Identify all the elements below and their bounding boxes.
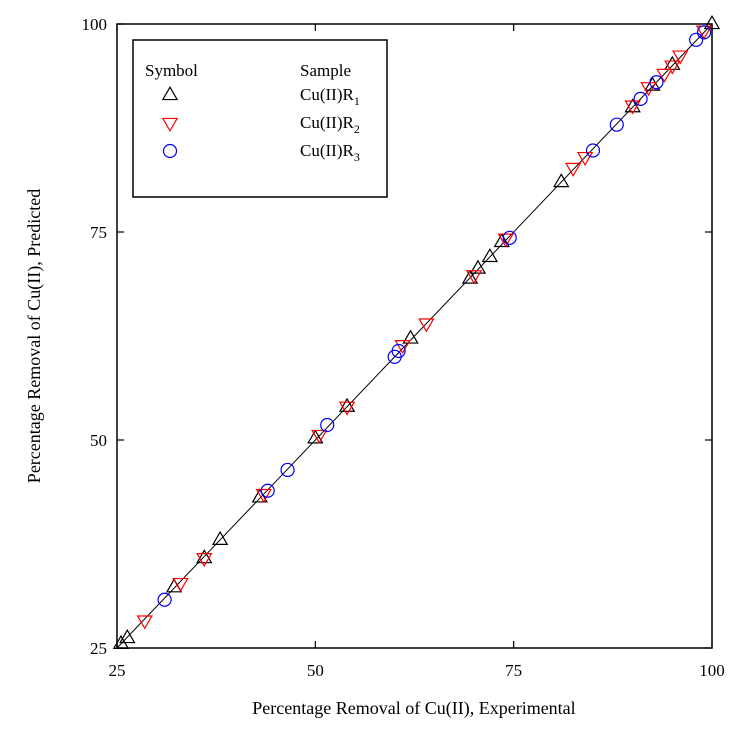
data-point-r3 — [280, 462, 295, 478]
x-axis-label: Percentage Removal of Cu(II), Experiment… — [252, 698, 575, 719]
data-point-r2 — [311, 429, 328, 445]
data-point-r2 — [196, 552, 213, 568]
y-tick-label: 25 — [90, 639, 107, 658]
data-point-r2 — [394, 340, 411, 355]
data-point-r1 — [664, 55, 681, 70]
data-point-r2 — [497, 233, 514, 248]
legend-label: Cu(II)R2 — [300, 113, 360, 136]
legend-label-subscript: 1 — [354, 94, 360, 108]
data-point-r1 — [469, 259, 487, 274]
legend-label-text: Cu(II)R — [300, 141, 354, 160]
x-tick-label: 100 — [699, 661, 725, 680]
y-axis-label: Percentage Removal of Cu(II), Predicted — [24, 189, 45, 483]
data-point-r3 — [696, 25, 712, 40]
data-point-r1 — [703, 15, 721, 30]
data-point-r1 — [624, 98, 641, 113]
plot-frame — [116, 23, 713, 649]
legend-header-sample: Sample — [300, 61, 351, 80]
data-point-r3 — [502, 230, 517, 245]
data-point-r3 — [649, 75, 664, 90]
data-point-r2 — [564, 162, 582, 177]
x-tick-label: 50 — [307, 661, 324, 680]
data-point-r2 — [624, 100, 641, 115]
data-point-r3 — [689, 32, 704, 47]
data-point-r1 — [165, 578, 183, 593]
data-point-r1 — [553, 173, 570, 188]
data-point-r3 — [585, 143, 601, 158]
legend-marker-r1 — [161, 86, 179, 101]
data-point-r3 — [633, 91, 648, 106]
data-point-r3 — [609, 117, 624, 132]
data-point-r2 — [136, 615, 153, 630]
legend-label-text: Cu(II)R — [300, 113, 354, 132]
data-point-r2 — [255, 488, 272, 504]
data-point-r1 — [481, 247, 499, 263]
data-point-r3 — [260, 483, 275, 498]
y-tick-label: 100 — [82, 15, 108, 34]
data-point-r1 — [211, 530, 229, 545]
data-point-r3 — [320, 417, 335, 433]
data-point-r1 — [402, 329, 419, 344]
data-point-r2 — [338, 401, 356, 416]
data-point-r1 — [307, 429, 324, 444]
data-point-r1 — [119, 629, 136, 644]
data-point-r2 — [418, 318, 435, 333]
data-point-r1 — [338, 397, 356, 412]
data-point-r1 — [196, 549, 213, 564]
data-point-r1 — [461, 269, 479, 284]
legend-label: Cu(II)R3 — [300, 141, 360, 164]
data-point-r3 — [391, 343, 406, 359]
data-point-r2 — [172, 577, 189, 593]
data-point-r2 — [664, 60, 681, 75]
y-tick-label: 75 — [90, 223, 107, 242]
legend-label-text: Cu(II)R — [300, 85, 354, 104]
legend-label: Cu(II)R1 — [300, 85, 360, 108]
legend-marker-r2 — [161, 117, 179, 132]
y-tick-label: 50 — [90, 431, 107, 450]
data-point-r2 — [640, 82, 657, 97]
data-point-r2 — [672, 50, 689, 65]
legend-label-subscript: 3 — [354, 150, 360, 164]
data-point-r2 — [465, 270, 483, 285]
data-point-r3 — [157, 592, 172, 607]
legend-label-subscript: 2 — [354, 122, 360, 136]
legend-header-symbol: Symbol — [145, 61, 198, 80]
legend-marker-r3 — [162, 143, 178, 159]
x-tick-label: 75 — [505, 661, 522, 680]
x-tick-label: 25 — [109, 661, 126, 680]
data-point-r1 — [644, 76, 661, 91]
data-point-r2 — [576, 151, 594, 167]
plot-area: 25 50 75 100 25 50 75 100 — [82, 15, 725, 680]
data-point-r2 — [656, 68, 673, 83]
data-point-r1 — [493, 232, 510, 248]
